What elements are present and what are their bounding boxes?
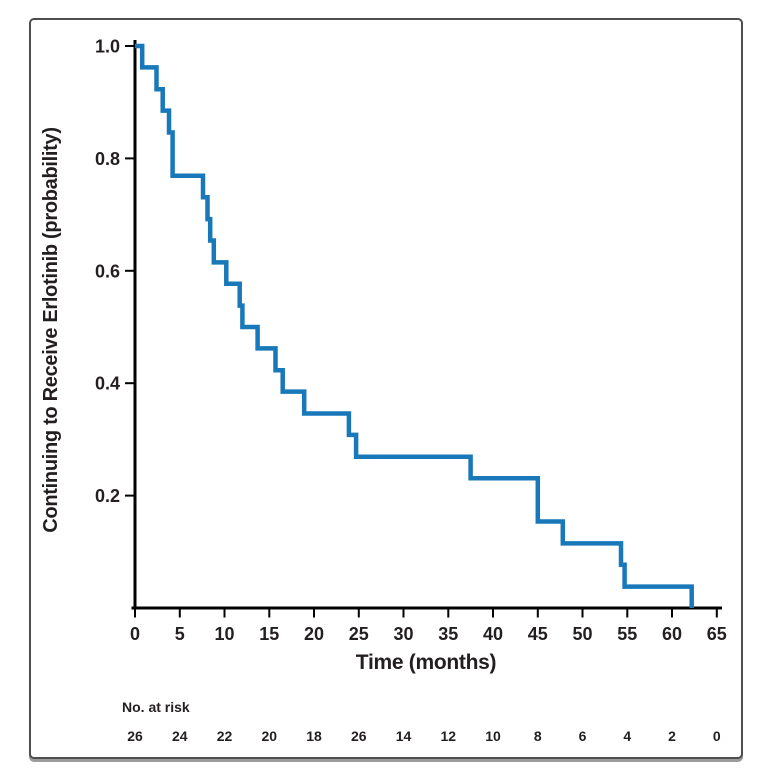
x-tick-label: 30 [393,624,413,644]
at-risk-value: 18 [306,728,322,744]
x-tick-label: 15 [259,624,279,644]
y-tick-label: 0.8 [95,149,120,169]
at-risk-value: 0 [713,728,721,744]
at-risk-value: 24 [172,728,188,744]
x-tick-label: 45 [528,624,548,644]
at-risk-value: 2 [668,728,676,744]
at-risk-value: 20 [262,728,278,744]
x-tick-label: 0 [130,624,140,644]
x-tick-label: 50 [572,624,592,644]
at-risk-value: 8 [534,728,542,744]
at-risk-value: 4 [623,728,631,744]
km-figure-panel [29,18,743,759]
y-tick-label: 0.6 [95,261,120,281]
at-risk-value: 12 [441,728,457,744]
x-tick-label: 10 [214,624,234,644]
at-risk-value: 6 [579,728,587,744]
y-tick-label: 0.2 [95,486,120,506]
at-risk-value: 26 [351,728,367,744]
at-risk-value: 22 [217,728,233,744]
x-tick-label: 65 [707,624,727,644]
x-tick-label: 40 [483,624,503,644]
km-curve [135,43,694,608]
x-tick-label: 35 [438,624,458,644]
x-tick-label: 25 [349,624,369,644]
at-risk-value: 26 [127,728,143,744]
x-tick-label: 5 [175,624,185,644]
x-axis-title: Time (months) [356,651,496,674]
y-tick-label: 1.0 [95,37,120,57]
x-tick-label: 20 [304,624,324,644]
x-tick-label: 55 [617,624,637,644]
at-risk-value: 14 [396,728,412,744]
at-risk-label: No. at risk [122,699,190,715]
y-axis-title: Continuing to Receive Erlotinib (probabi… [40,127,62,532]
y-tick-label: 0.4 [95,374,120,394]
x-tick-label: 60 [662,624,682,644]
at-risk-value: 10 [485,728,501,744]
